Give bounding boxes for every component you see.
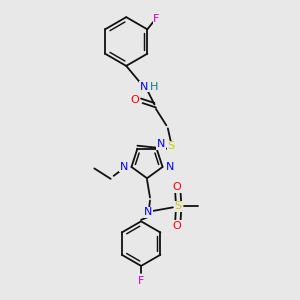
Text: N: N [157,139,165,149]
Text: O: O [172,221,181,231]
Text: S: S [175,202,182,212]
Text: N: N [140,82,148,92]
Text: S: S [167,141,174,151]
Text: H: H [150,82,159,92]
Text: O: O [131,95,140,105]
Text: N: N [144,207,153,218]
Text: F: F [138,276,144,286]
Text: N: N [120,162,128,172]
Text: N: N [166,162,174,172]
Text: O: O [172,182,181,192]
Text: F: F [153,14,159,24]
